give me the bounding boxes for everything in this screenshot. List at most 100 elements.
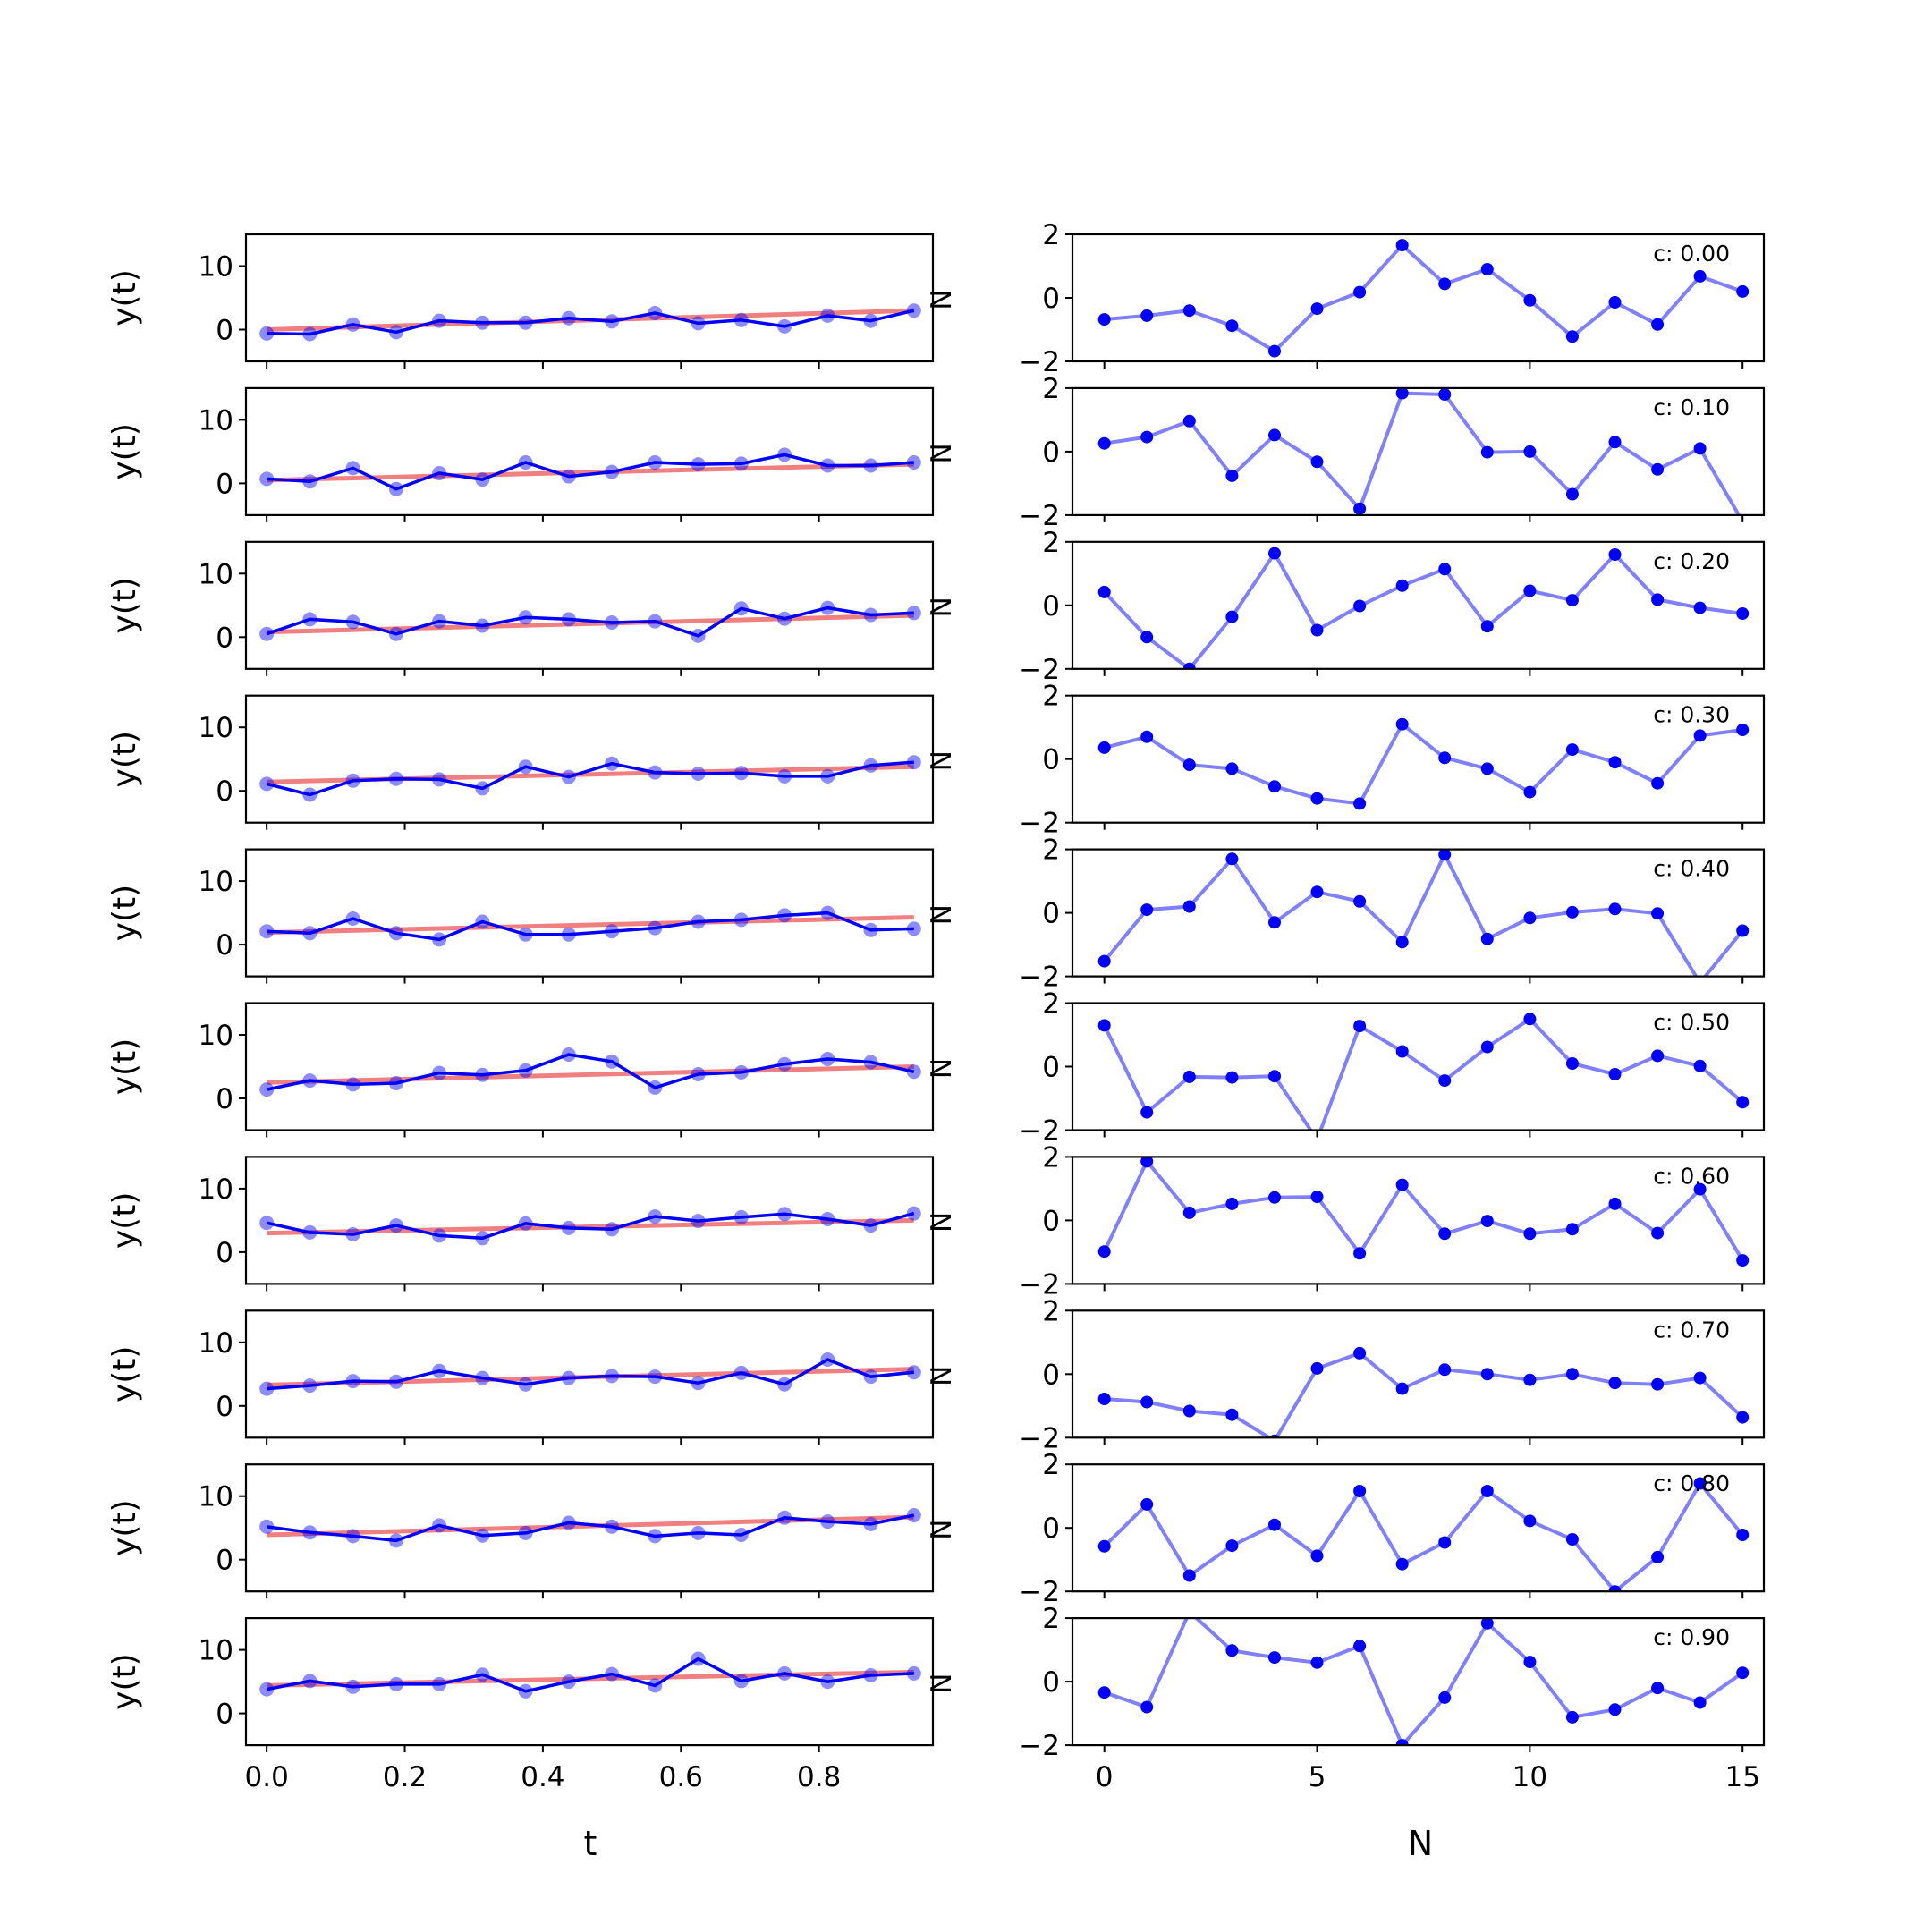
y-tick-label: −2 bbox=[1019, 654, 1060, 686]
residual-point bbox=[1225, 852, 1239, 866]
y-tick-label: 0 bbox=[1042, 436, 1060, 469]
observed-point bbox=[561, 310, 576, 326]
y-tick-label: 2 bbox=[1042, 527, 1060, 559]
y-tick-label: 10 bbox=[199, 1635, 233, 1667]
left-panel-2: 0 10 y(t) bbox=[106, 540, 935, 676]
residual-point bbox=[1736, 284, 1750, 298]
observed-point bbox=[432, 1363, 447, 1378]
observed-point bbox=[777, 1665, 792, 1681]
residual-point bbox=[1693, 442, 1707, 455]
observed-point bbox=[820, 1212, 835, 1226]
observed-point bbox=[561, 1370, 576, 1385]
y-tick-label: 10 bbox=[199, 251, 233, 284]
right-y-axis-glyph: N bbox=[926, 1673, 958, 1693]
observed-point bbox=[820, 1352, 835, 1367]
observed-point bbox=[906, 606, 921, 621]
left-y-axis-label: y(t) bbox=[106, 1653, 143, 1710]
observed-point bbox=[691, 1376, 706, 1391]
residual-point bbox=[1310, 623, 1324, 637]
right-y-axis-glyph: N bbox=[926, 1520, 958, 1540]
observed-point bbox=[302, 612, 318, 627]
observed-point bbox=[906, 755, 921, 770]
residual-point bbox=[1480, 1215, 1494, 1228]
observed-line bbox=[266, 1053, 915, 1091]
observed-point bbox=[259, 471, 275, 487]
residual-point bbox=[1268, 1070, 1281, 1083]
observed-point bbox=[302, 1674, 318, 1689]
right-x-axis-label: N bbox=[1408, 1824, 1433, 1863]
observed-point bbox=[259, 1381, 275, 1396]
observed-point bbox=[605, 1222, 620, 1237]
observed-point bbox=[345, 461, 360, 476]
residual-point bbox=[1565, 1710, 1579, 1724]
trend-line bbox=[267, 1064, 914, 1085]
residual-point bbox=[1353, 599, 1367, 613]
observed-point bbox=[345, 614, 360, 630]
panel-annotation: c: 0.00 bbox=[1653, 241, 1730, 267]
observed-point bbox=[777, 1510, 792, 1525]
residual-point bbox=[1183, 1606, 1196, 1618]
right-panel-8: −2 0 2 Nc: 0.80 bbox=[926, 1449, 1766, 1608]
observed-point bbox=[863, 922, 878, 937]
observed-point bbox=[388, 1218, 403, 1233]
right-panel-6-plot-area bbox=[1097, 1157, 1750, 1267]
residual-point bbox=[1310, 1656, 1324, 1669]
residual-line bbox=[1104, 722, 1743, 806]
residual-point bbox=[1480, 620, 1494, 633]
y-tick-label: 2 bbox=[1042, 1141, 1060, 1174]
residual-point bbox=[1736, 1411, 1750, 1424]
y-tick-label: −2 bbox=[1019, 1422, 1060, 1454]
residual-point bbox=[1140, 1395, 1154, 1409]
left-panel-frame bbox=[244, 694, 935, 824]
observed-point bbox=[388, 1533, 403, 1548]
observed-point bbox=[820, 458, 835, 473]
observed-point bbox=[432, 1518, 447, 1533]
observed-point bbox=[777, 1377, 792, 1392]
right-panel-7: −2 0 2 Nc: 0.70 bbox=[926, 1295, 1766, 1454]
observed-point bbox=[518, 759, 533, 775]
observed-point bbox=[648, 1678, 663, 1693]
residual-point bbox=[1268, 547, 1281, 560]
observed-point bbox=[605, 464, 620, 479]
observed-point bbox=[302, 1525, 318, 1540]
observed-point bbox=[906, 1064, 921, 1080]
residual-point bbox=[1097, 1686, 1111, 1699]
observed-point bbox=[388, 481, 403, 496]
residual-point bbox=[1268, 916, 1281, 929]
observed-point bbox=[733, 601, 749, 616]
residual-point bbox=[1608, 1585, 1622, 1592]
right-y-axis-glyph: N bbox=[926, 1366, 958, 1386]
x-tick-label: 10 bbox=[1513, 1761, 1547, 1793]
left-panel-6: 0 10 y(t) bbox=[106, 1156, 935, 1292]
residual-point bbox=[1608, 296, 1622, 309]
observed-point bbox=[733, 1209, 749, 1224]
y-tick-label: 0 bbox=[216, 1237, 233, 1269]
observed-point bbox=[733, 1365, 749, 1380]
residual-point bbox=[1608, 1197, 1622, 1210]
observed-point bbox=[518, 1063, 533, 1078]
residual-point bbox=[1523, 1656, 1537, 1669]
observed-point bbox=[906, 921, 921, 936]
observed-point bbox=[518, 1525, 533, 1540]
observed-point bbox=[691, 914, 706, 929]
left-y-axis-label: y(t) bbox=[106, 577, 143, 634]
residual-point bbox=[1182, 1404, 1196, 1418]
x-tick-label: 0.2 bbox=[383, 1761, 427, 1793]
observed-point bbox=[518, 610, 533, 625]
y-tick-label: 0 bbox=[216, 775, 233, 808]
observed-point bbox=[648, 1529, 663, 1544]
observed-point bbox=[820, 768, 835, 784]
residual-point bbox=[1310, 886, 1324, 899]
residual-point bbox=[1182, 1206, 1196, 1219]
observed-point bbox=[432, 466, 447, 480]
observed-point bbox=[906, 303, 921, 318]
observed-point bbox=[388, 1374, 403, 1389]
residual-point bbox=[1225, 610, 1239, 623]
residual-point bbox=[1140, 631, 1154, 644]
y-tick-label: 0 bbox=[216, 468, 233, 500]
residual-line bbox=[1104, 243, 1743, 353]
right-panel-4: −2 0 2 Nc: 0.40 bbox=[926, 835, 1766, 994]
observed-point bbox=[388, 926, 403, 941]
residual-point bbox=[1353, 894, 1367, 908]
